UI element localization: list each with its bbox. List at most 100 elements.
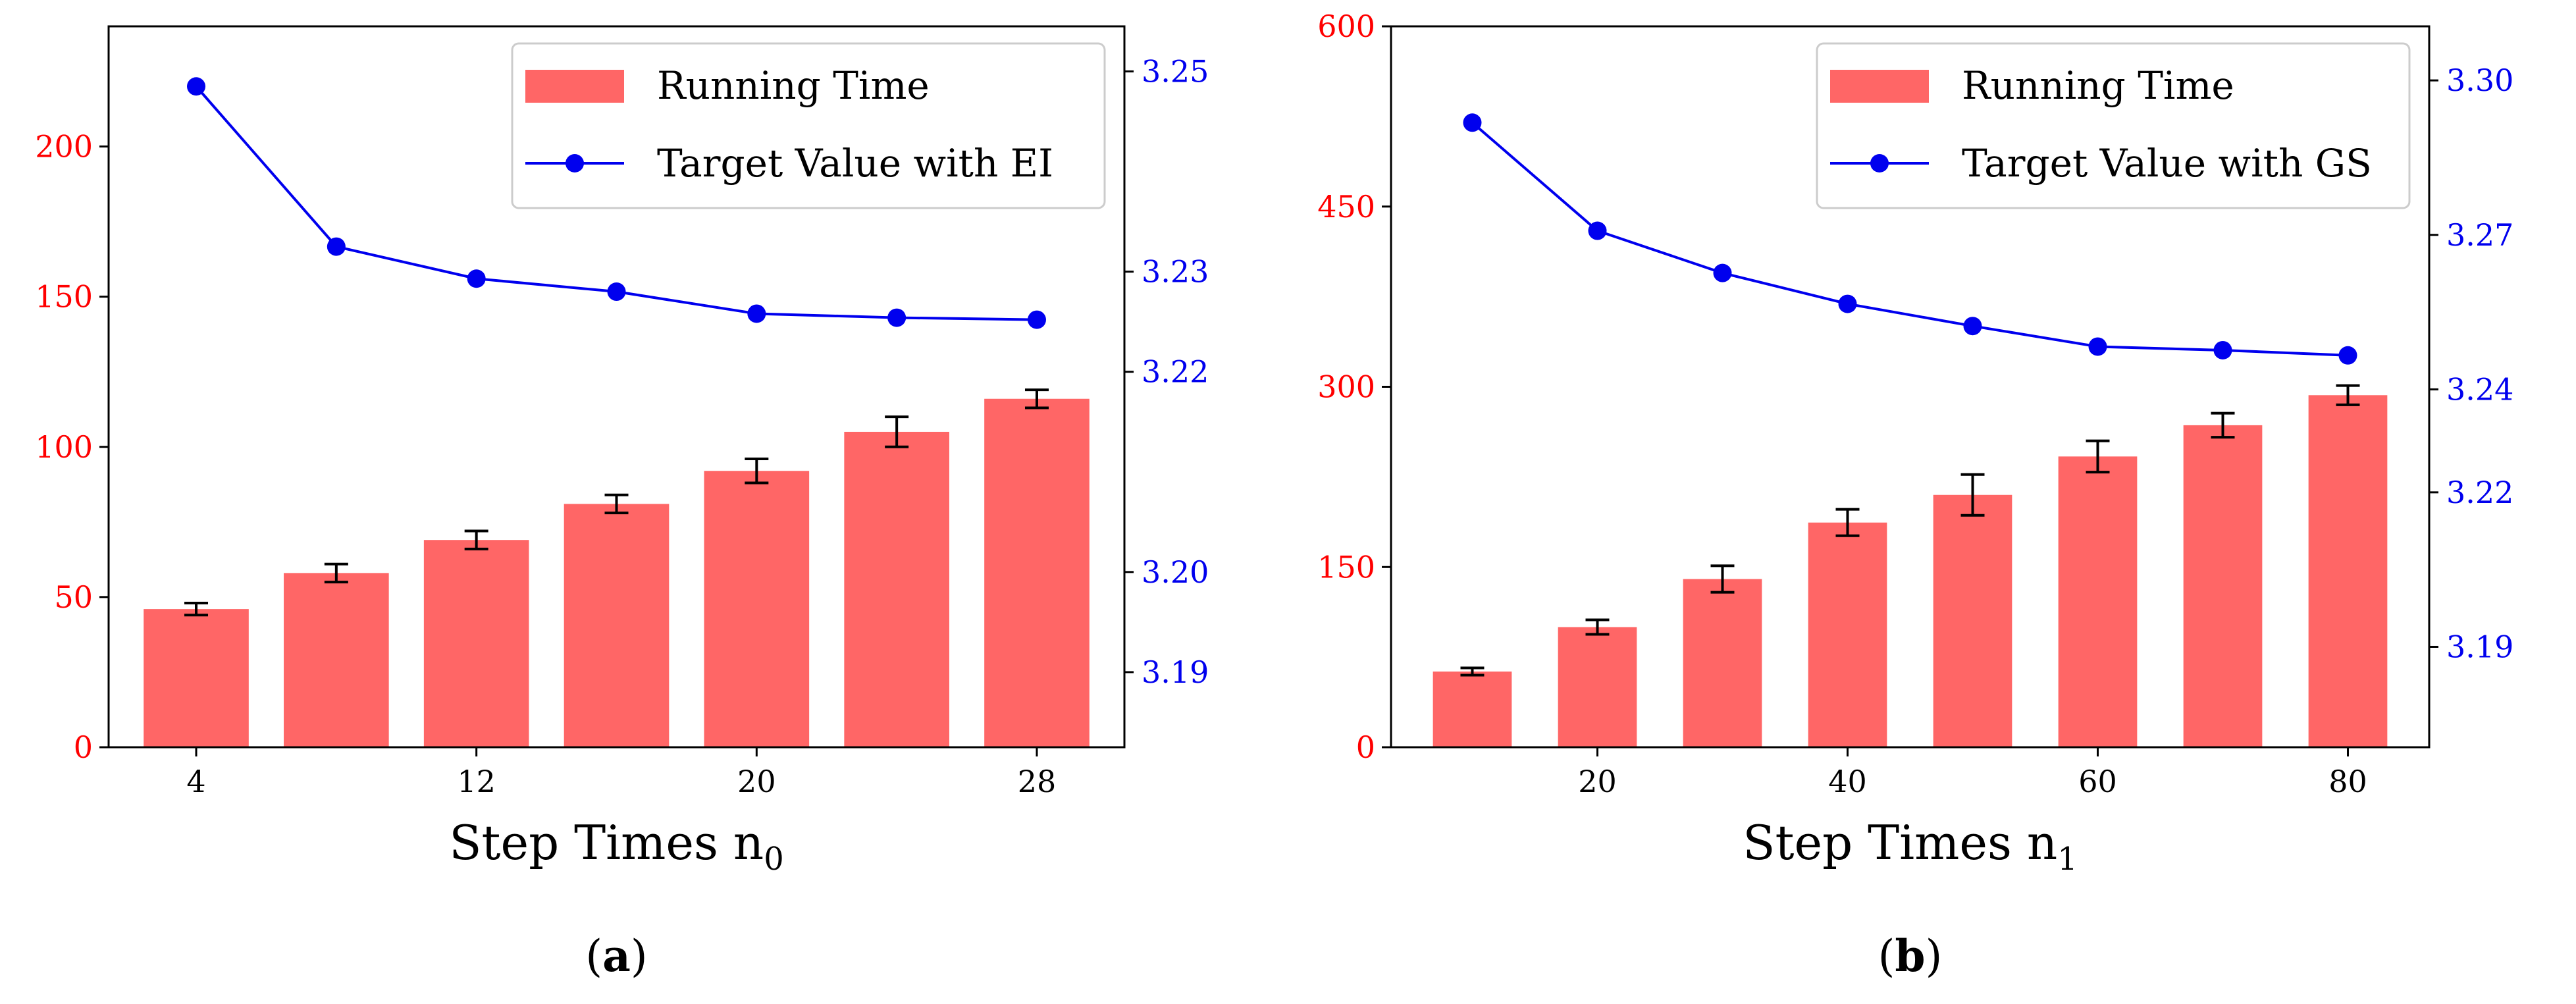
panel-label-close: ) bbox=[631, 931, 648, 982]
legend-swatch-marker bbox=[565, 154, 584, 172]
y-left-tick-label: 450 bbox=[1317, 189, 1375, 225]
line-point bbox=[187, 77, 206, 96]
legend: Running Time Target Value with GS bbox=[1816, 42, 2411, 209]
y-left-tick-label: 0 bbox=[1356, 729, 1375, 765]
line-point bbox=[1588, 221, 1607, 240]
line-point bbox=[607, 282, 626, 302]
x-axis-label-subscript: 0 bbox=[764, 841, 784, 878]
y-right-tick-label: 3.19 bbox=[1142, 654, 1209, 690]
x-tick-label: 60 bbox=[2078, 764, 2117, 799]
panel-label-open: ( bbox=[585, 931, 602, 982]
bar bbox=[2308, 395, 2388, 747]
bar bbox=[284, 573, 389, 747]
legend: Running Time Target Value with EI bbox=[511, 42, 1106, 209]
legend-label-line: Target Value with GS bbox=[1962, 141, 2372, 186]
line-point bbox=[887, 308, 907, 327]
panel-label: (b) bbox=[1878, 930, 1943, 982]
y-right-tick-label: 3.22 bbox=[2446, 475, 2513, 510]
error-bar bbox=[745, 458, 769, 485]
plot-frame bbox=[107, 25, 1126, 749]
line-point bbox=[1463, 113, 1482, 132]
error-bar bbox=[184, 602, 209, 617]
x-tick-label: 20 bbox=[1578, 764, 1617, 799]
panel-label-letter: b bbox=[1895, 930, 1925, 982]
error-bar bbox=[1960, 473, 1985, 517]
error-bar bbox=[2086, 439, 2110, 474]
line-point bbox=[327, 237, 346, 256]
line-point bbox=[467, 269, 486, 288]
panel-label-open: ( bbox=[1878, 931, 1895, 982]
x-axis-label-main: Step Times n bbox=[449, 815, 764, 870]
x-tick-label: 40 bbox=[1828, 764, 1867, 799]
error-bar bbox=[1024, 388, 1049, 410]
legend-swatch-bar bbox=[1830, 70, 1929, 103]
bar bbox=[1683, 579, 1762, 747]
y-left-tick-label: 600 bbox=[1317, 9, 1375, 44]
x-axis-label: Step Times n0 bbox=[449, 815, 784, 878]
bar bbox=[2183, 425, 2263, 747]
error-bar bbox=[324, 562, 348, 584]
y-left-tick-label: 100 bbox=[35, 429, 93, 465]
error-bar bbox=[604, 493, 629, 515]
y-left-tick-label: 150 bbox=[35, 279, 93, 315]
legend-box bbox=[1816, 42, 2411, 209]
chart-panel-b: 0 150 300 450 600 3.19 3.22 3.24 3.27 3.30 20 40 60 8… bbox=[1317, 9, 2513, 982]
line-point bbox=[1963, 317, 1982, 336]
y-right-tick-label: 3.25 bbox=[1142, 53, 1209, 89]
legend-swatch-bar bbox=[525, 70, 624, 103]
bar bbox=[1808, 522, 1887, 747]
y-left-tick-label: 200 bbox=[35, 129, 93, 165]
y-left-tick-label: 0 bbox=[74, 729, 93, 765]
legend-label-line: Target Value with EI bbox=[657, 141, 1053, 186]
bar bbox=[704, 471, 810, 747]
y-right-tick-label: 3.30 bbox=[2446, 63, 2513, 98]
x-axis-label-subscript: 1 bbox=[2057, 841, 2078, 878]
panel-label-close: ) bbox=[1926, 931, 1943, 982]
line-point bbox=[2338, 346, 2357, 365]
y-right-tick-label: 3.19 bbox=[2446, 629, 2513, 664]
bar bbox=[423, 540, 529, 747]
panel-label: (a) bbox=[585, 930, 647, 982]
legend-swatch-marker bbox=[1870, 154, 1889, 172]
y-left-tick-label: 50 bbox=[54, 579, 93, 615]
bar bbox=[984, 398, 1090, 747]
x-tick-label: 80 bbox=[2328, 764, 2367, 799]
y-left-tick-label: 300 bbox=[1317, 369, 1375, 405]
y-right-tick-label: 3.24 bbox=[2446, 371, 2513, 407]
legend-label-bars: Running Time bbox=[1962, 63, 2234, 108]
error-bar bbox=[2211, 411, 2235, 439]
legend-label-bars: Running Time bbox=[657, 63, 930, 108]
y-right-tick-label: 3.27 bbox=[2446, 217, 2513, 253]
line-point bbox=[2213, 340, 2232, 359]
bar bbox=[844, 431, 949, 747]
x-axis-label: Step Times n1 bbox=[1743, 815, 2078, 878]
line-point bbox=[1027, 310, 1046, 329]
y-right-tick-label: 3.23 bbox=[1142, 254, 1209, 290]
x-tick-label: 12 bbox=[457, 764, 496, 799]
y-left-tick-label: 150 bbox=[1317, 549, 1375, 585]
line-point bbox=[1838, 294, 1857, 313]
y-right-tick-label: 3.20 bbox=[1142, 554, 1209, 590]
error-bar bbox=[885, 415, 909, 448]
bar bbox=[1933, 494, 2012, 747]
x-axis-label-main: Step Times n bbox=[1743, 815, 2057, 870]
y-right-tick-label: 3.22 bbox=[1142, 354, 1209, 390]
line-point bbox=[1713, 263, 1732, 282]
panel-label-letter: a bbox=[602, 930, 631, 982]
error-bar bbox=[1835, 508, 1860, 537]
bar bbox=[564, 504, 670, 747]
bar bbox=[2058, 456, 2138, 747]
line-point bbox=[747, 304, 766, 323]
bar bbox=[1558, 627, 1637, 747]
error-bar bbox=[2336, 384, 2360, 406]
error-bar bbox=[1585, 618, 1610, 636]
bar bbox=[1433, 672, 1512, 747]
error-bar bbox=[1710, 564, 1735, 594]
x-tick-label: 20 bbox=[737, 764, 776, 799]
chart-panel-a: 0 50 100 150 200 3.19 3.20 3.22 3.23 3.25 4 12 20 28 S… bbox=[35, 25, 1209, 982]
x-tick-label: 4 bbox=[186, 764, 205, 799]
legend-box bbox=[511, 42, 1106, 209]
error-bar bbox=[464, 529, 488, 550]
